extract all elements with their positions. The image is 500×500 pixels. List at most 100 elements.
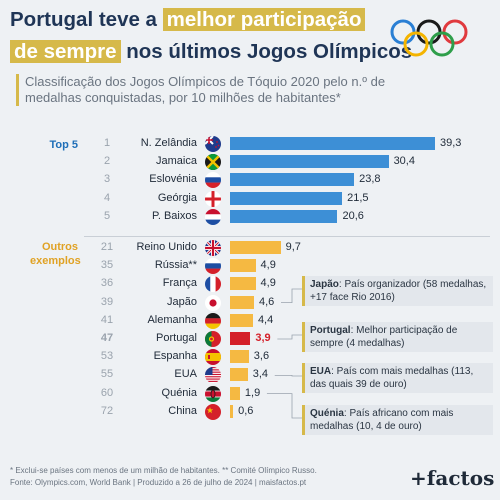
- title-highlight-2: de sempre: [10, 40, 121, 63]
- rank-japao: 39: [100, 295, 114, 308]
- bar-jamaica: [230, 155, 389, 169]
- title-line-1: Portugal teve a melhor participação: [10, 6, 366, 34]
- rank-alemanha: 41: [100, 313, 114, 326]
- bar-espanha: [230, 350, 249, 364]
- value-label-eua: 3,4: [252, 368, 269, 381]
- note-text: : País com mais medalhas (113, das quais…: [310, 366, 474, 390]
- flag-russia-icon: [205, 258, 221, 275]
- brand-logo: +factos: [410, 466, 495, 490]
- subtitle: Classificação dos Jogos Olímpicos de Tóq…: [16, 74, 405, 106]
- rank-china: 72: [100, 404, 114, 417]
- rank-p-baixos: 5: [103, 209, 111, 222]
- country-label-alemanha: Alemanha: [147, 313, 197, 326]
- rank-franca: 36: [100, 277, 114, 290]
- flag-france-icon: [205, 276, 221, 293]
- bar-p-baixos: [230, 209, 338, 223]
- flag-spain-icon: [205, 349, 221, 366]
- bar-japao: [230, 295, 254, 309]
- flag-new-zealand-icon: [205, 136, 221, 152]
- bar-n-zelandia: [230, 137, 435, 150]
- value-label-p-baixos: 20,6: [342, 209, 364, 222]
- note-eua: EUA: País com mais medalhas (113, das qu…: [302, 363, 493, 393]
- footnote: * Exclui-se países com menos de um milhã…: [10, 466, 317, 475]
- country-label-p-baixos: P. Baixos: [151, 209, 197, 222]
- rank-jamaica: 2: [103, 155, 111, 168]
- flag-portugal-icon: [205, 331, 221, 347]
- value-label-quenia: 1,9: [244, 386, 261, 399]
- value-label-eslovenia: 23,8: [359, 173, 381, 186]
- flag-japan-icon: [205, 294, 221, 311]
- rank-quenia: 60: [100, 386, 114, 399]
- title-line-2: de sempre nos últimos Jogos Olímpicos: [10, 38, 412, 66]
- note-label: Portugal: [310, 325, 351, 336]
- note-quenia: Quénia: País africano com mais medalhas …: [302, 405, 493, 435]
- note-label: Quénia: [310, 408, 344, 419]
- flag-jamaica-icon: [205, 154, 221, 171]
- rank-portugal: 47: [100, 332, 114, 344]
- bar-reino-unido: [230, 241, 281, 254]
- flag-kenya-icon: [205, 385, 221, 402]
- country-label-portugal: Portugal: [156, 332, 197, 344]
- bar-china: [230, 404, 234, 418]
- source-line: Fonte: Olympics.com, World Bank | Produz…: [10, 478, 307, 487]
- value-label-franca: 4,9: [260, 277, 276, 290]
- bar-portugal: [230, 332, 251, 345]
- flag-georgia-icon: [205, 190, 221, 207]
- title-highlight-1: melhor participação: [162, 8, 366, 31]
- flag-slovenia-icon: [205, 172, 221, 189]
- value-label-china: 0,6: [238, 404, 254, 417]
- rank-n-zelandia: 1: [103, 137, 111, 149]
- rank-reino-unido: 21: [100, 241, 114, 253]
- value-label-n-zelandia: 39,3: [440, 137, 462, 149]
- country-label-japao: Japão: [167, 295, 197, 308]
- flag-netherlands-icon: [205, 208, 221, 225]
- note-text: : País organizador (58 medalhas, +17 fac…: [310, 279, 487, 303]
- value-label-espanha: 3,6: [253, 350, 270, 363]
- bar-alemanha: [230, 313, 253, 327]
- rank-russia: 35: [100, 259, 114, 272]
- country-label-quenia: Quénia: [161, 386, 197, 399]
- value-label-jamaica: 30,4: [393, 155, 415, 168]
- country-label-espanha: Espanha: [153, 350, 197, 363]
- flag-united-kingdom-icon: [205, 240, 221, 256]
- flag-germany-icon: [205, 312, 221, 329]
- value-label-georgia: 21,5: [347, 191, 369, 204]
- country-label-jamaica: Jamaica: [156, 155, 197, 168]
- bar-georgia: [230, 191, 343, 205]
- bar-russia: [230, 259, 256, 273]
- connector-line: [274, 374, 302, 377]
- country-label-reino-unido: Reino Unido: [136, 241, 197, 253]
- rank-georgia: 4: [103, 191, 111, 204]
- value-label-reino-unido: 9,7: [285, 241, 301, 253]
- rank-espanha: 53: [100, 350, 114, 363]
- note-text: : País africano com mais medalhas (10, 4…: [310, 408, 454, 432]
- flag-usa-icon: [205, 367, 221, 384]
- note-label: Japão: [310, 279, 339, 290]
- country-label-n-zelandia: N. Zelândia: [140, 137, 197, 149]
- value-label-portugal: 3,9: [255, 332, 271, 344]
- flag-china-icon: [205, 403, 221, 420]
- bar-franca: [230, 277, 256, 291]
- title-line-1-text: Portugal teve a: [10, 8, 163, 31]
- title-line-2-text: nos últimos Jogos Olímpicos: [120, 40, 413, 63]
- country-label-eslovenia: Eslovénia: [149, 173, 197, 186]
- section-divider: [84, 236, 490, 237]
- section-label-top: Top 5: [49, 139, 78, 151]
- connector-line: [280, 288, 302, 304]
- bar-quenia: [230, 386, 240, 400]
- note-japao: Japão: País organizador (58 medalhas, +1…: [302, 276, 493, 306]
- value-label-alemanha: 4,4: [257, 313, 274, 326]
- bar-eslovenia: [230, 173, 355, 187]
- connector-line: [277, 334, 302, 340]
- note-label: EUA: [310, 366, 332, 377]
- section-label-others: Outros exemplos: [30, 241, 81, 267]
- rank-eslovenia: 3: [103, 173, 111, 186]
- connector-line: [266, 393, 302, 419]
- country-label-franca: França: [162, 277, 197, 290]
- note-text: : Melhor participação de sempre (4 medal…: [310, 325, 458, 349]
- value-label-japao: 4,6: [258, 295, 275, 308]
- rank-eua: 55: [100, 368, 114, 381]
- country-label-russia: Rússia**: [154, 259, 197, 272]
- bar-eua: [230, 368, 248, 382]
